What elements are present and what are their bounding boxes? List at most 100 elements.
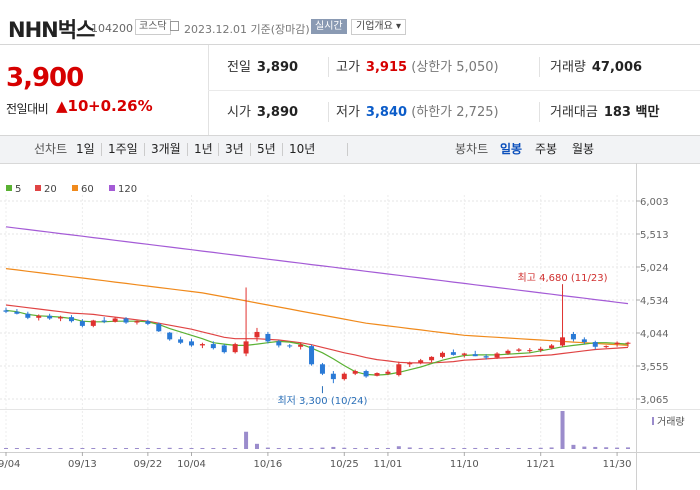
volume-bar xyxy=(375,448,380,449)
volume-bar xyxy=(593,446,598,449)
candle-body xyxy=(14,311,20,314)
legend-label: 5 xyxy=(15,184,21,195)
volume-bar xyxy=(538,447,543,449)
amount-value: 183 백만 xyxy=(603,105,660,120)
divider xyxy=(250,143,251,156)
price-chart: 6,003 5,513 5,024 4,534 4,044 3,555 3,065 09/04… xyxy=(0,163,700,490)
ma120-line xyxy=(5,226,629,305)
volume-label: 거래량 xyxy=(657,416,685,428)
daily-candle-button[interactable]: 일봉 xyxy=(500,142,523,156)
as-of-date: 2023.12.01 기준(장마감) xyxy=(184,23,310,36)
period-1y-button[interactable]: 1년 xyxy=(194,142,213,156)
divider xyxy=(282,143,283,156)
volume-bar xyxy=(178,448,183,449)
line-chart-label: 선차트 xyxy=(34,142,68,156)
candle-body xyxy=(341,373,347,380)
volume-bar xyxy=(516,447,521,449)
period-1d-button[interactable]: 1일 xyxy=(76,142,95,156)
volume-legend-swatch xyxy=(652,417,654,425)
candle-body xyxy=(145,321,151,324)
period-10y-button[interactable]: 10년 xyxy=(289,142,316,156)
divider xyxy=(539,102,540,122)
volume-bar xyxy=(440,447,445,449)
stock-header: NHN벅스 104200 코스닥 2023.12.01 기준(장마감) 실시간 … xyxy=(0,0,700,44)
volume-bar xyxy=(473,447,478,449)
quote-panel: 3,900 전일대비 ▲10 +0.26% 전일 3,890 고가 3,915 (상… xyxy=(0,44,700,136)
volume-bar xyxy=(265,447,270,449)
candle-body xyxy=(570,333,576,340)
realtime-button[interactable]: 실시간 xyxy=(311,19,347,34)
volume-bar xyxy=(276,448,281,449)
x-tick-label: 11/30 xyxy=(603,459,632,470)
volume-bar xyxy=(320,447,325,449)
candle-body xyxy=(221,345,227,353)
candle-chart-label: 봉차트 xyxy=(455,142,489,156)
candle-body xyxy=(439,352,445,357)
candle-body xyxy=(134,321,140,323)
divider xyxy=(539,57,540,77)
company-info-button[interactable]: 기업개요 ▾ xyxy=(351,19,406,35)
volume-bar xyxy=(298,448,303,449)
market-badge: 코스닥 xyxy=(135,19,171,35)
period-3m-button[interactable]: 3개월 xyxy=(151,142,181,156)
candle-body xyxy=(156,323,162,332)
divider xyxy=(328,57,329,77)
candle-body xyxy=(123,318,129,323)
legend-label: 120 xyxy=(118,184,137,195)
divider xyxy=(218,143,219,156)
x-tick-label: 11/01 xyxy=(374,459,403,470)
volume-bar xyxy=(364,447,369,449)
period-5y-button[interactable]: 5년 xyxy=(257,142,276,156)
volume-bar xyxy=(156,448,161,449)
candle-body xyxy=(287,345,293,347)
ma20-line xyxy=(5,304,629,364)
divider xyxy=(328,102,329,122)
candle-body xyxy=(505,350,511,354)
period-3y-button[interactable]: 3년 xyxy=(225,142,244,156)
period-1w-button[interactable]: 1주일 xyxy=(108,142,138,156)
candle-body xyxy=(178,339,184,343)
low-value: 3,840 xyxy=(365,105,408,120)
volume-bar xyxy=(14,448,19,449)
candle-body xyxy=(276,341,282,346)
volume-value: 47,006 xyxy=(591,60,643,75)
volume-bar xyxy=(91,448,96,449)
x-tick-label: 11/21 xyxy=(526,459,555,470)
volume-bar xyxy=(222,448,227,449)
low-label: 저가 xyxy=(336,105,360,120)
volume-bar xyxy=(484,448,489,449)
volume-bar xyxy=(342,447,347,449)
volume-bar xyxy=(331,446,336,449)
x-tick-label: 10/16 xyxy=(253,459,282,470)
volume-bar xyxy=(407,447,412,449)
open: 시가 3,890 xyxy=(227,90,298,135)
volume-bar xyxy=(124,448,129,449)
legend-swatch xyxy=(35,185,41,191)
x-tick-label: 10/04 xyxy=(177,459,206,470)
prev-close: 전일 3,890 xyxy=(227,45,298,90)
legend-swatch xyxy=(6,185,12,191)
candle-body xyxy=(79,321,85,326)
high-value: 3,915 xyxy=(365,60,408,75)
monthly-candle-button[interactable]: 월봉 xyxy=(572,142,595,156)
weekly-candle-button[interactable]: 주봉 xyxy=(535,142,558,156)
upper-limit: (상한가 5,050) xyxy=(411,60,499,75)
lower-limit: (하한가 2,725) xyxy=(411,105,499,120)
candle-body xyxy=(363,371,369,377)
legend-swatch xyxy=(109,185,115,191)
candle-body xyxy=(407,362,413,365)
candle-body xyxy=(3,310,9,312)
prev-close-label: 전일 xyxy=(227,60,251,75)
candle-body xyxy=(112,318,118,322)
y-tick-label: 4,534 xyxy=(640,296,669,307)
candle-body xyxy=(560,337,566,346)
change-value: ▲10 xyxy=(56,97,89,115)
volume-bar xyxy=(549,447,554,449)
candle-body xyxy=(210,344,216,349)
x-tick-label: 10/25 xyxy=(330,459,359,470)
divider xyxy=(347,143,348,156)
x-axis-line xyxy=(0,452,700,453)
candle-body xyxy=(483,356,489,358)
trade-amount: 거래대금 183 백만 xyxy=(550,90,659,135)
volume-bar xyxy=(36,448,41,449)
